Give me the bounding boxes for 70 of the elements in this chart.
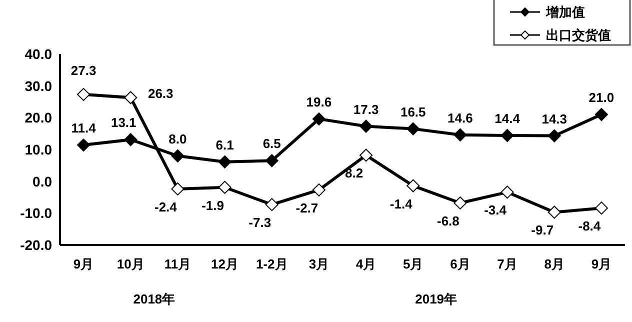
point xyxy=(77,88,90,101)
y-tick-label: -10.0 xyxy=(20,205,52,222)
x-tick-label: 8月 xyxy=(544,256,564,272)
point xyxy=(454,128,467,142)
y-tick-label: 30.0 xyxy=(24,78,52,94)
data-label: -7.3 xyxy=(248,215,272,230)
x-tick-label: 9月 xyxy=(591,256,612,272)
y-tick-label: 20.0 xyxy=(24,110,52,126)
data-label: -2.4 xyxy=(154,199,178,214)
point xyxy=(548,129,561,142)
data-label: -8.4 xyxy=(578,218,602,234)
x-tick-label: 12月 xyxy=(211,256,239,272)
point xyxy=(500,186,514,199)
data-label: 13.1 xyxy=(110,115,136,130)
data-label: -6.8 xyxy=(437,213,460,228)
x-tick-label: 6月 xyxy=(450,256,470,272)
data-label: 6.1 xyxy=(216,137,234,152)
data-label: 27.3 xyxy=(70,62,96,78)
legend-label: 增加值 xyxy=(545,4,585,20)
point xyxy=(312,112,326,126)
point xyxy=(312,183,326,196)
point xyxy=(218,180,232,194)
data-label: -1.9 xyxy=(202,198,224,213)
data-label: -9.7 xyxy=(531,222,554,238)
data-label: 19.6 xyxy=(306,94,332,110)
data-label: -3.4 xyxy=(484,202,508,218)
point xyxy=(265,154,278,168)
data-label: -2.7 xyxy=(296,200,318,216)
point xyxy=(594,108,608,121)
point xyxy=(360,120,373,133)
x-tick-label: 4月 xyxy=(356,256,376,272)
data-label: 21.0 xyxy=(588,90,614,105)
point xyxy=(218,155,232,168)
data-label: 11.4 xyxy=(71,120,97,136)
x-tick-label: 3月 xyxy=(308,256,330,272)
point xyxy=(594,202,608,215)
point xyxy=(454,196,467,210)
point xyxy=(265,198,278,212)
x-tick-label: 11月 xyxy=(164,256,192,272)
y-tick-label: 10.0 xyxy=(24,142,52,158)
data-label: -1.4 xyxy=(390,196,414,212)
y-tick-label: -20.0 xyxy=(20,237,52,253)
point xyxy=(124,91,138,104)
text: 2019年 xyxy=(415,292,458,306)
point xyxy=(77,138,90,152)
data-label: 17.3 xyxy=(353,102,379,117)
data-label: 14.6 xyxy=(448,110,473,126)
data-label: 26.3 xyxy=(148,86,174,102)
x-tick-label: 1-2月 xyxy=(256,256,288,272)
point xyxy=(171,149,184,162)
legend-label: 出口交货值 xyxy=(546,28,611,42)
point xyxy=(171,182,184,196)
data-label: 14.3 xyxy=(542,111,568,126)
x-tick-label: 7月 xyxy=(497,256,518,272)
x-tick-label: 9月 xyxy=(73,256,94,272)
point xyxy=(124,133,138,146)
y-tick-label: 0.0 xyxy=(32,173,52,190)
x-tick-label: 10月 xyxy=(116,256,144,272)
text: 2018年 xyxy=(133,292,176,306)
point xyxy=(406,179,420,192)
data-label: 6.5 xyxy=(262,136,281,152)
point xyxy=(360,148,373,162)
point xyxy=(548,206,561,219)
data-label: 8.0 xyxy=(168,131,187,146)
point xyxy=(406,122,420,136)
point xyxy=(500,128,514,142)
data-label: 16.5 xyxy=(400,104,426,120)
x-tick-label: 5月 xyxy=(403,256,424,272)
y-tick-label: 40.0 xyxy=(24,46,52,62)
data-label: 14.4 xyxy=(494,110,521,126)
